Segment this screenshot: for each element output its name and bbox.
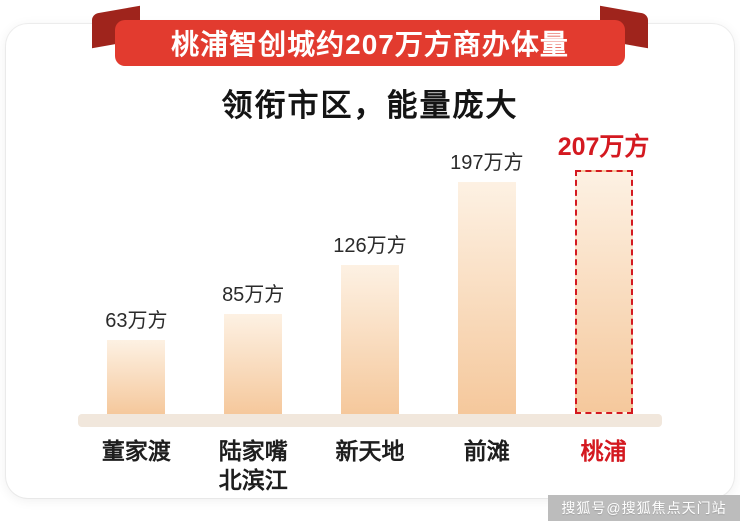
- bar-category-label: 前滩: [463, 438, 510, 464]
- watermark-text: 搜狐号@搜狐焦点天门站: [561, 500, 727, 516]
- bar-group: 63万方: [80, 304, 192, 414]
- banner-ribbon: 桃浦智创城约207万方商办体量: [115, 20, 625, 66]
- bar-value-label: 197万方: [450, 152, 524, 174]
- chart-subtitle: 领衔市区，能量庞大: [221, 88, 519, 123]
- bar: [457, 182, 516, 414]
- bar-value-label: 126万方: [333, 235, 407, 257]
- bar-group: 85万方: [197, 278, 309, 414]
- bars-row: 63万方 85万方 126万方 197万方 207万方: [78, 132, 662, 414]
- bar-category-label: 陆家嘴 北滨江: [218, 438, 288, 493]
- bar-value-label: 207万方: [557, 133, 650, 161]
- bar-group: 207万方: [548, 127, 660, 414]
- bar-group: 126万方: [314, 229, 426, 414]
- bar: [107, 340, 166, 414]
- bar-value-label: 85万方: [222, 284, 285, 306]
- bar: [224, 314, 283, 414]
- bar-chart: 63万方 85万方 126万方 197万方 207万方 董家渡 陆家嘴 北滨江 新天地 前滩 桃…: [78, 132, 662, 495]
- bar: [574, 170, 633, 414]
- bar-value-label: 63万方: [105, 310, 168, 332]
- bar-category-label: 新天地: [335, 438, 405, 464]
- bar-group: 197万方: [431, 146, 543, 414]
- banner-title: 桃浦智创城约207万方商办体量: [171, 29, 569, 60]
- watermark-area: 搜狐号@搜狐焦点天门站: [548, 495, 740, 521]
- categories-row: 董家渡 陆家嘴 北滨江 新天地 前滩 桃浦: [78, 437, 662, 495]
- chart-baseline: [78, 414, 662, 427]
- bar-category-label: 董家渡: [101, 438, 171, 464]
- bar: [340, 265, 399, 414]
- bar-category-label: 桃浦: [580, 438, 627, 464]
